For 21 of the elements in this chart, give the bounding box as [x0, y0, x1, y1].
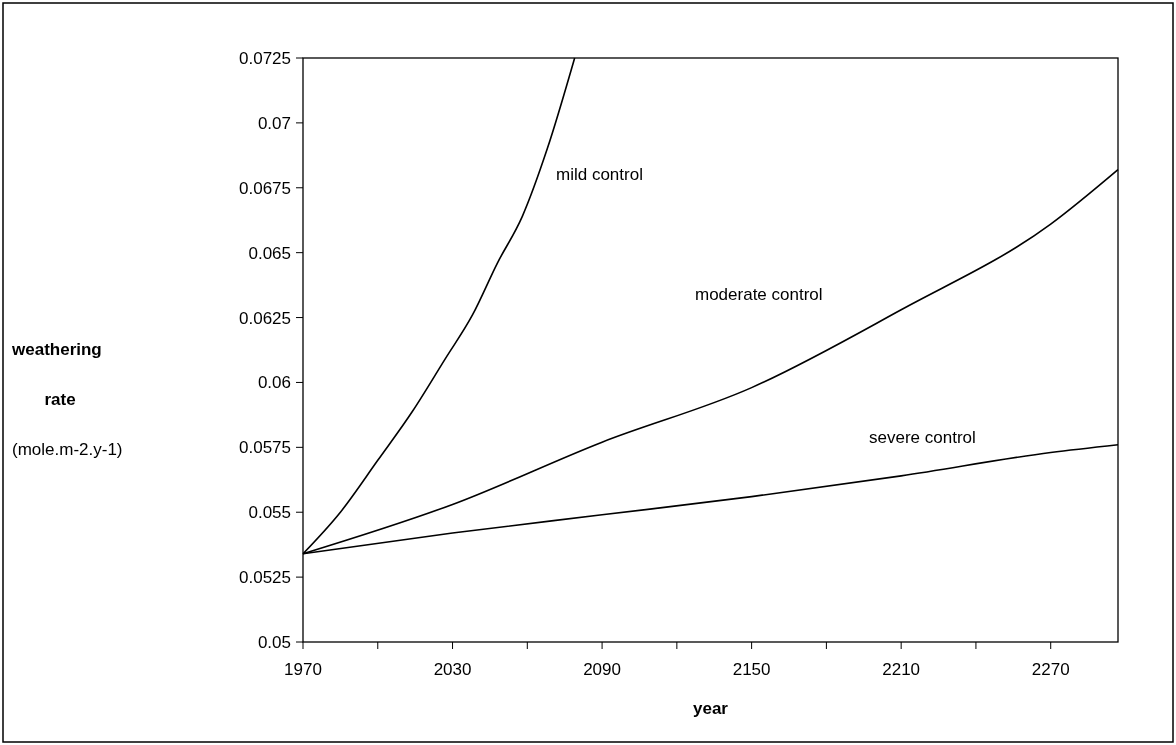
y-tick-label: 0.06	[257, 373, 291, 393]
x-tick-label: 2090	[583, 660, 621, 679]
x-tick-label: 2210	[882, 660, 921, 679]
text: moderate control	[695, 285, 823, 304]
series-label: mild control	[556, 165, 643, 184]
y-tick-label: 0.0625	[239, 308, 291, 328]
series-label: severe control	[869, 428, 976, 447]
y-tick-label: 0.07	[257, 113, 291, 133]
x-tick-label: 2030	[433, 660, 472, 679]
y-tick-label: 0.065	[248, 243, 291, 263]
y-tick-label: 0.0575	[239, 438, 291, 458]
y-tick-label: 0.055	[248, 503, 291, 523]
y-tick-label: 0.05	[257, 633, 291, 652]
x-tick-label: 2150	[732, 660, 771, 679]
y-tick-label: 0.0725	[239, 49, 291, 68]
x-tick-label: 1970	[284, 660, 322, 679]
x-tick-label: 2270	[1031, 660, 1070, 679]
y-tick-label: 0.0675	[239, 178, 291, 198]
text: weathering rate (mole.m-2.y-1)	[12, 340, 123, 459]
x-axis-title: year	[693, 699, 729, 718]
y-tick-label: 0.0525	[239, 568, 291, 588]
